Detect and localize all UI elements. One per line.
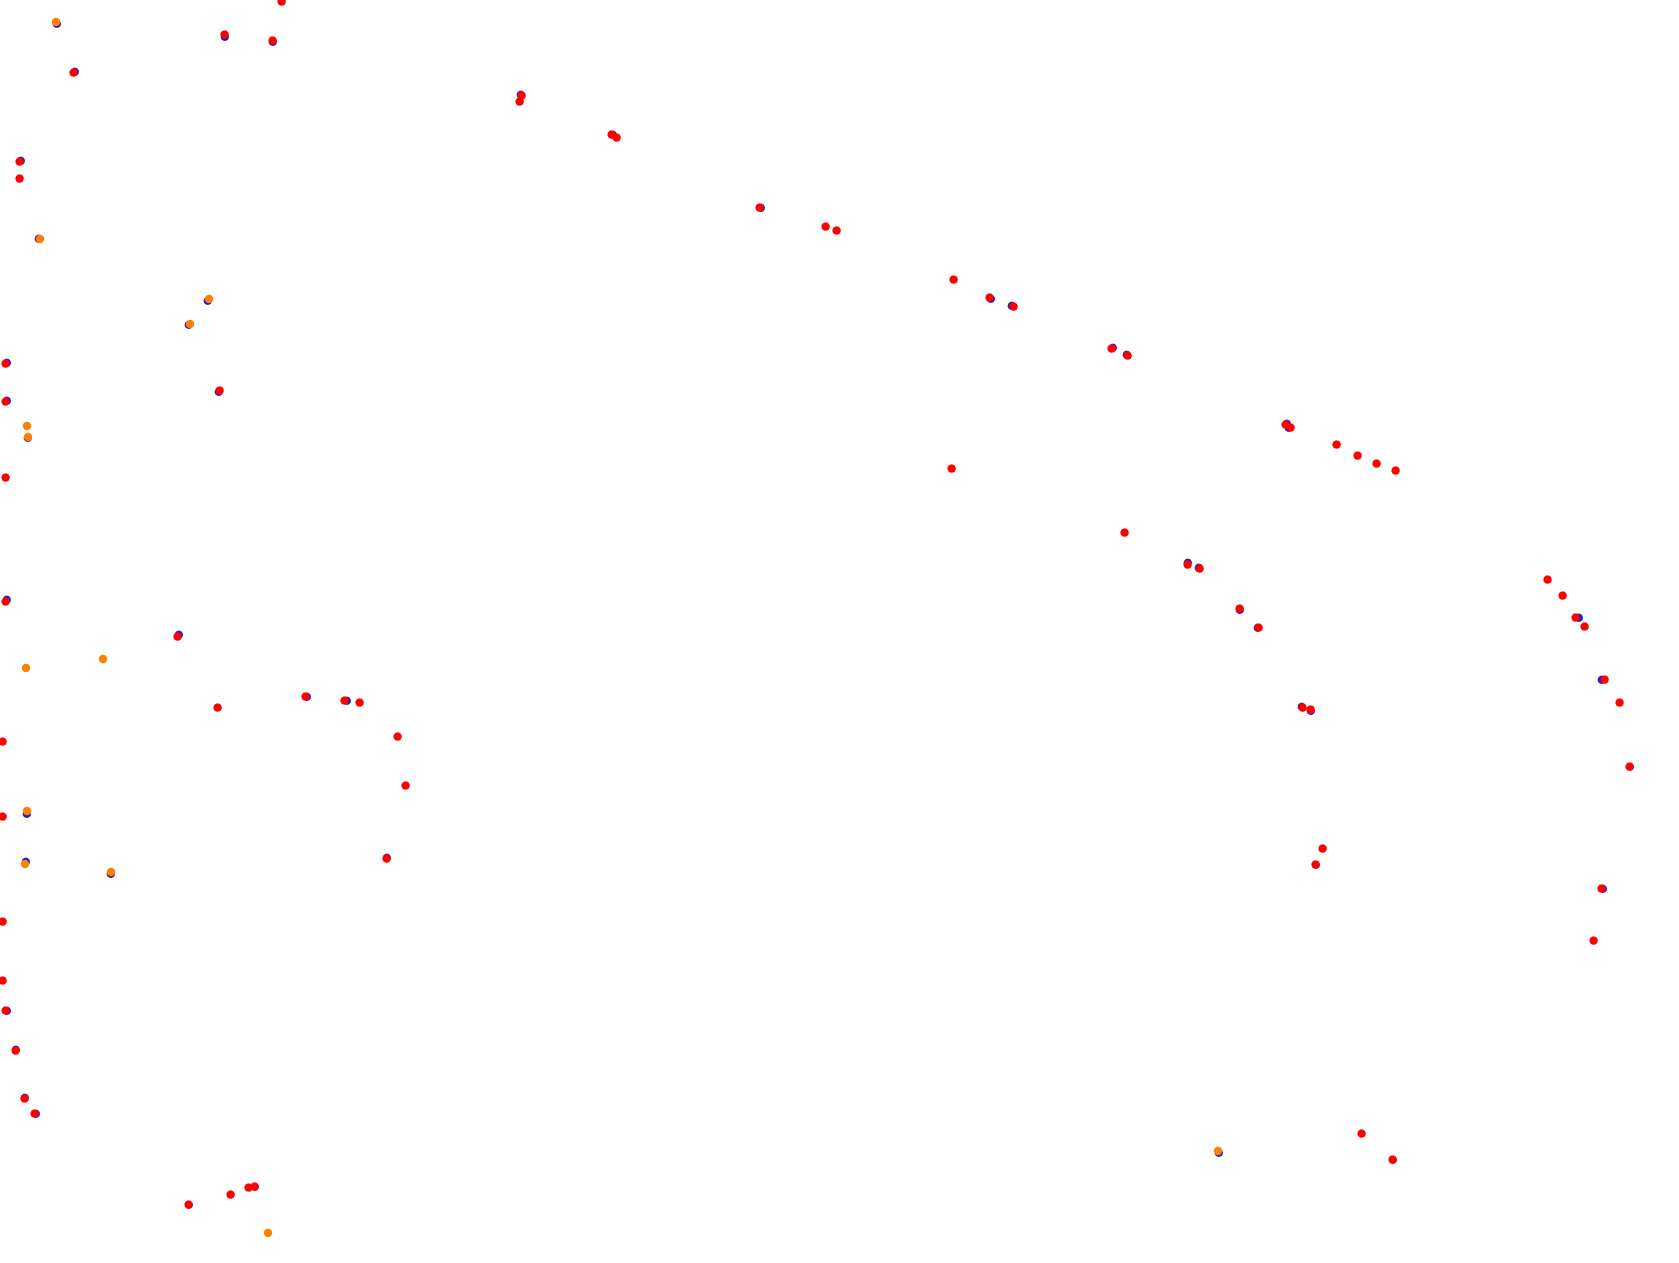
- point-red-49: [1306, 705, 1315, 714]
- point-orange-8: [22, 806, 32, 816]
- point-orange-11: [263, 1228, 273, 1238]
- point-red-2: [268, 36, 277, 45]
- series-orange-layer: [20, 17, 1223, 1238]
- point-red-12: [832, 226, 841, 235]
- point-red-20: [1332, 440, 1341, 449]
- point-red-35: [213, 703, 222, 712]
- point-red-48: [1298, 703, 1307, 712]
- point-red-39: [393, 732, 402, 741]
- point-red-62: [1388, 1155, 1397, 1164]
- point-red-43: [1120, 528, 1129, 537]
- point-red-15: [1009, 302, 1018, 311]
- point-red-1: [220, 30, 229, 39]
- point-red-65: [30, 1109, 39, 1118]
- point-orange-10: [106, 867, 116, 877]
- point-red-52: [1543, 575, 1552, 584]
- point-red-30: [0, 917, 7, 926]
- point-orange-9: [20, 859, 30, 869]
- point-red-50: [1318, 844, 1327, 853]
- point-red-5: [15, 174, 24, 183]
- point-red-26: [1, 473, 10, 482]
- point-orange-3: [185, 319, 195, 329]
- point-red-23: [1391, 466, 1400, 475]
- point-red-25: [1, 397, 10, 406]
- point-orange-1: [35, 234, 45, 244]
- point-red-16: [1107, 344, 1116, 353]
- point-red-11: [821, 222, 830, 231]
- point-red-24: [1, 359, 10, 368]
- point-red-61: [1357, 1129, 1366, 1138]
- point-red-31: [0, 976, 7, 985]
- series-blue-layer: [2, 19, 1635, 1210]
- point-red-53: [1558, 591, 1567, 600]
- point-red-59: [1597, 884, 1606, 893]
- point-red-63: [11, 1046, 20, 1055]
- point-orange-6: [21, 663, 31, 673]
- point-red-10: [755, 203, 764, 212]
- point-red-7: [517, 91, 526, 100]
- point-red-38: [355, 698, 364, 707]
- point-orange-12: [1213, 1146, 1223, 1156]
- point-red-66: [184, 1200, 193, 1209]
- point-red-54: [1571, 613, 1580, 622]
- point-orange-0: [51, 17, 61, 27]
- point-red-0: [277, 0, 286, 6]
- point-red-28: [0, 737, 7, 746]
- point-orange-2: [204, 294, 214, 304]
- point-red-67: [226, 1190, 235, 1199]
- point-red-22: [1372, 459, 1381, 468]
- point-red-56: [1600, 675, 1609, 684]
- point-orange-5: [23, 432, 33, 442]
- point-red-14: [985, 293, 994, 302]
- point-red-36: [301, 692, 310, 701]
- series-red-layer: [0, 0, 1634, 1209]
- point-red-47: [1254, 623, 1263, 632]
- point-red-13: [949, 275, 958, 284]
- point-red-9: [612, 133, 621, 142]
- point-red-27: [1, 597, 10, 606]
- point-red-69: [250, 1182, 259, 1191]
- point-red-19: [1286, 423, 1295, 432]
- point-red-44: [1183, 560, 1192, 569]
- point-red-33: [215, 386, 224, 395]
- point-red-3: [69, 68, 78, 77]
- point-red-46: [1235, 604, 1244, 613]
- point-red-64: [20, 1094, 29, 1103]
- point-red-42: [947, 464, 956, 473]
- point-red-17: [1123, 351, 1132, 360]
- point-red-45: [1195, 564, 1204, 573]
- point-red-58: [1625, 762, 1634, 771]
- point-red-55: [1580, 622, 1589, 631]
- point-red-51: [1311, 860, 1320, 869]
- point-red-37: [340, 696, 349, 705]
- point-red-32: [1, 1006, 10, 1015]
- point-red-40: [401, 781, 410, 790]
- point-red-41: [382, 854, 391, 863]
- point-red-34: [173, 632, 182, 641]
- point-red-29: [0, 812, 7, 821]
- point-orange-7: [98, 654, 108, 664]
- point-red-57: [1615, 698, 1624, 707]
- point-orange-4: [22, 421, 32, 431]
- point-red-4: [15, 157, 24, 166]
- point-red-21: [1353, 451, 1362, 460]
- point-red-60: [1589, 936, 1598, 945]
